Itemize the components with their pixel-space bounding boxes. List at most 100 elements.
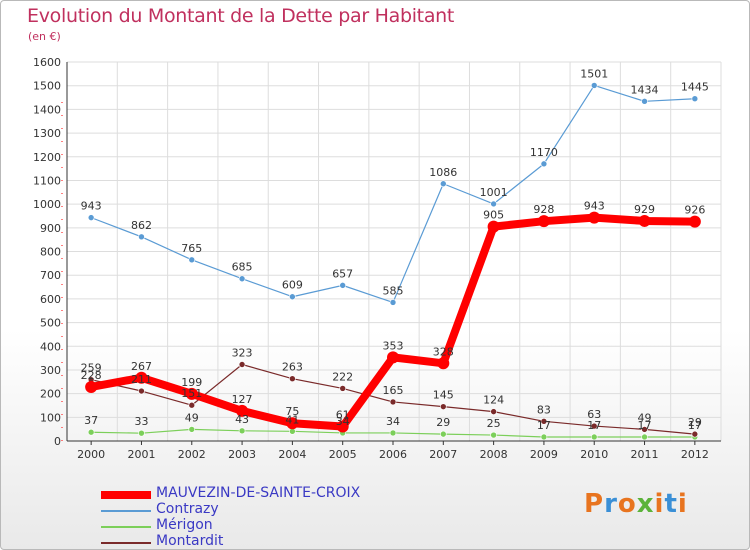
data-label: 1501 [580, 67, 608, 80]
x-tick-label: 2002 [178, 448, 206, 461]
data-point [238, 427, 246, 435]
data-label: 43 [235, 413, 249, 426]
legend-swatch [101, 510, 151, 512]
data-label: 926 [684, 204, 705, 217]
data-label: 165 [383, 384, 404, 397]
data-point [638, 214, 651, 227]
legend-label: Mérigon [156, 517, 213, 533]
proxiti-logo: Proxiti [584, 489, 688, 519]
data-label: 145 [433, 389, 454, 402]
data-label: 1001 [480, 186, 508, 199]
data-point [286, 417, 299, 430]
data-point [138, 387, 145, 395]
data-label: 34 [336, 415, 350, 428]
label-layer: 943 862 765 685 609 657 585 1086 1001 1170 1501 143… [81, 67, 709, 432]
data-label: 124 [483, 394, 504, 407]
data-label: 943 [584, 200, 605, 213]
y-tick-label: 1300 [33, 127, 61, 140]
data-label: 609 [282, 279, 303, 292]
y-tick-label: 1200 [33, 151, 61, 164]
data-point [440, 403, 447, 410]
x-tick-label: 2001 [127, 448, 155, 461]
data-label: 228 [81, 369, 102, 382]
data-point [389, 299, 397, 306]
data-label: 61 [336, 409, 350, 422]
data-point [590, 82, 598, 89]
data-label: 199 [181, 376, 202, 389]
data-point [236, 404, 249, 417]
y-tick-label: 1600 [33, 56, 61, 69]
data-label: 33 [134, 415, 148, 428]
data-point [540, 433, 548, 441]
data-point [387, 351, 399, 364]
data-label: 1445 [681, 81, 709, 94]
data-label: 41 [285, 413, 299, 426]
data-point [185, 387, 198, 400]
x-tick-label: 2010 [580, 448, 608, 461]
data-point [691, 95, 699, 103]
data-label: 259 [81, 362, 102, 375]
data-label: 1434 [631, 83, 659, 96]
data-point [389, 398, 397, 406]
data-label: 862 [131, 219, 152, 232]
data-point [238, 361, 246, 368]
data-point [339, 282, 346, 289]
data-point [688, 215, 701, 228]
data-label: 211 [131, 373, 152, 386]
data-label: 929 [634, 203, 655, 216]
data-point [339, 385, 346, 392]
data-point [641, 433, 648, 441]
data-label: 29 [688, 416, 702, 429]
data-label: 263 [282, 361, 303, 374]
x-tick-label: 2000 [77, 448, 105, 461]
y-tick-label: 300 [40, 364, 61, 377]
data-label: 267 [131, 360, 152, 373]
data-point [490, 408, 497, 415]
data-label: 34 [386, 415, 400, 428]
axis-layer: 0 100 200 300 400 500 600 700 800 900 1000 1100 1200… [33, 56, 721, 461]
y-tick-label: 1100 [33, 174, 61, 187]
legend-label: Montardit [156, 533, 224, 549]
data-label: 353 [383, 339, 404, 352]
data-point [537, 215, 550, 228]
data-point [289, 375, 296, 383]
y-tick-label: 1500 [33, 80, 61, 93]
data-point [440, 430, 447, 438]
y-tick-label: 400 [40, 340, 61, 353]
data-point [289, 293, 296, 301]
data-point [85, 380, 98, 393]
x-tick-label: 2005 [329, 448, 357, 461]
data-label: 29 [436, 416, 450, 429]
data-point [540, 418, 548, 425]
legend-swatch [101, 526, 151, 528]
data-label: 49 [638, 411, 652, 424]
data-point [490, 200, 497, 208]
y-tick-label: 900 [40, 222, 61, 235]
data-label: 928 [533, 203, 554, 216]
data-point [138, 233, 145, 241]
data-point [135, 371, 148, 384]
data-point [487, 220, 500, 233]
y-tick-label: 200 [40, 388, 61, 401]
data-point [238, 275, 246, 283]
x-tick-label: 2012 [681, 448, 709, 461]
y-tick-label: 800 [40, 246, 61, 259]
data-point [87, 214, 95, 221]
data-label: 37 [84, 414, 98, 427]
data-point [87, 428, 95, 436]
data-point [138, 429, 145, 437]
legend-swatch [101, 542, 151, 544]
data-point [588, 211, 601, 224]
data-label: 765 [181, 242, 202, 255]
data-label: 17 [688, 419, 702, 432]
data-label: 25 [487, 417, 501, 430]
data-label: 17 [587, 419, 601, 432]
data-point [440, 180, 447, 188]
data-label: 943 [81, 200, 102, 213]
x-tick-label: 2006 [379, 448, 407, 461]
data-point [641, 426, 648, 433]
data-point [437, 357, 450, 370]
y-tick-label: 0 [54, 435, 61, 448]
